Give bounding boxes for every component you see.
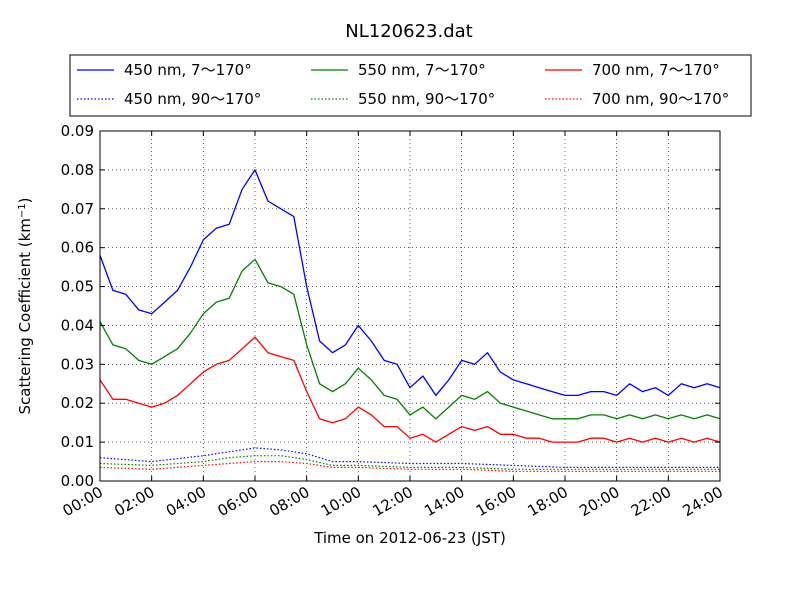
series-line: [99, 447, 720, 468]
legend-label: 700 nm, 90～170°: [592, 90, 729, 108]
series-layer: [99, 169, 721, 472]
legend-label: 550 nm, 7～170°: [358, 61, 486, 79]
x-tick-label: 22:00: [628, 483, 674, 520]
y-tick-label: 0.08: [61, 161, 94, 179]
series-line: [99, 169, 721, 397]
x-tick-label: 10:00: [318, 483, 364, 520]
y-tick-label: 0.06: [61, 239, 94, 257]
y-tick-label: 0.04: [61, 316, 94, 334]
x-tick-label: 14:00: [421, 483, 467, 520]
chart-title: NL120623.dat: [345, 21, 472, 42]
y-tick-label: 0.09: [61, 122, 94, 140]
y-tick-label: 0.07: [61, 200, 94, 218]
y-axis-label-superscript: −1: [17, 203, 28, 218]
x-tick-label: 08:00: [266, 483, 312, 520]
x-tick-label: 16:00: [473, 483, 519, 520]
y-axis-label-main: Scattering Coefficient (km: [16, 218, 34, 414]
series-line: [99, 455, 720, 470]
legend-label: 450 nm, 7～170°: [124, 61, 252, 79]
y-tick-label: 0.00: [61, 472, 94, 490]
plot-area: [100, 131, 720, 481]
legend-frame: [69, 54, 752, 117]
x-axis-label: Time on 2012-06-23 (JST): [313, 529, 506, 547]
x-tick-label: 24:00: [680, 483, 726, 520]
series-line: [99, 258, 721, 420]
legend: 450 nm, 7～170° 450 nm, 90～170° 550 nm, 7～1…: [69, 54, 752, 117]
y-tick-label: 0.02: [61, 394, 94, 412]
x-tick-label: 06:00: [215, 483, 261, 520]
x-tick-label: 20:00: [576, 483, 622, 520]
y-axis-label: Scattering Coefficient (km−1): [16, 197, 34, 414]
y-axis-label-close: ): [16, 197, 34, 203]
y-tick-label: 0.03: [61, 355, 94, 373]
x-tick-label: 02:00: [111, 483, 157, 520]
series-line: [99, 461, 720, 472]
legend-label: 550 nm, 90～170°: [358, 90, 495, 108]
y-tick-label: 0.01: [61, 433, 94, 451]
series-line: [99, 336, 721, 443]
x-tick-label: 18:00: [525, 483, 571, 520]
x-tick-label: 12:00: [370, 483, 416, 520]
legend-label: 450 nm, 90～170°: [124, 90, 261, 108]
y-tick-label: 0.05: [61, 278, 94, 296]
legend-label: 700 nm, 7～170°: [592, 61, 720, 79]
x-tick-label: 04:00: [163, 483, 209, 520]
